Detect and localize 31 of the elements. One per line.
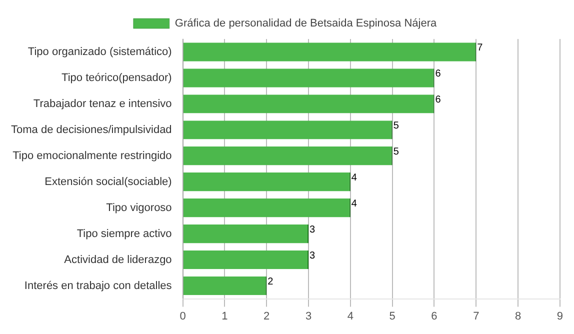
y-tick-label: Trabajador tenaz e intensivo (33, 98, 172, 110)
x-tick-label: 9 (556, 310, 564, 322)
y-tick-label: Actividad de liderazgo (64, 254, 172, 266)
x-tick-label: 6 (431, 310, 438, 322)
legend-label: Gráfica de personalidad de Betsaida Espinosa Nájera (174, 18, 438, 30)
x-tick-label: 5 (389, 310, 396, 322)
data-label: 2 (268, 276, 274, 288)
x-tick-label: 3 (305, 310, 312, 322)
data-label: 5 (393, 146, 400, 158)
data-label: 3 (310, 224, 316, 236)
y-tick-label: Extensión social(sociable) (44, 176, 172, 188)
y-tick-label: Tipo teórico(pensador) (62, 72, 172, 84)
y-tick-label: Tipo vigoroso (106, 202, 172, 214)
data-label: 3 (310, 250, 316, 262)
x-tick-label: 1 (222, 310, 228, 322)
data-label: 5 (393, 120, 400, 132)
x-tick-label: 2 (264, 310, 270, 322)
x-tick-label: 7 (473, 310, 480, 322)
data-label: 6 (435, 68, 442, 80)
x-tick-label: 8 (514, 310, 522, 322)
x-tick-label: 4 (347, 310, 354, 322)
data-label: 6 (435, 94, 442, 106)
y-tick-label: Tipo emocionalmente restringido (12, 150, 172, 162)
data-label: 4 (351, 198, 358, 210)
data-label: 7 (477, 42, 484, 54)
y-tick-label: Interés en trabajo con detalles (24, 280, 172, 292)
data-label: 4 (351, 172, 358, 184)
y-tick-label: Tipo siempre activo (76, 228, 172, 240)
y-tick-label: Tipo organizado (sistemático) (28, 46, 172, 58)
y-tick-label: Toma de decisiones/impulsividad (10, 124, 172, 136)
x-tick-label: 0 (180, 310, 186, 322)
